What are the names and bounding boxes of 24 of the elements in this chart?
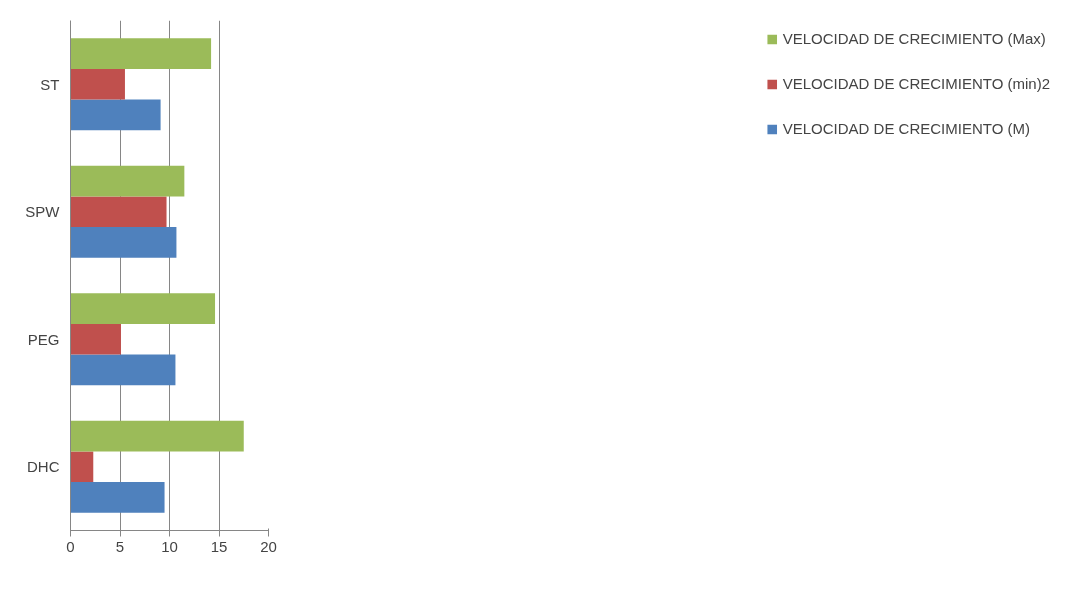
bar: [70, 38, 212, 69]
bar: [70, 68, 125, 100]
legend-label: VELOCIDAD DE CRECIMIENTO (Max): [782, 30, 1046, 47]
x-tick-label: 10: [161, 537, 178, 555]
bar: [70, 323, 121, 355]
x-tick-label: 20: [260, 537, 277, 555]
bar: [70, 293, 216, 324]
x-tick-label: 15: [210, 537, 228, 555]
bar: [70, 227, 177, 258]
bar: [70, 99, 161, 131]
legend-label: VELOCIDAD DE CRECIMIENTO (min)2: [782, 75, 1050, 92]
y-tick-label: ST: [40, 75, 60, 93]
bar: [70, 482, 165, 513]
bar: [70, 420, 244, 452]
bar: [70, 354, 176, 386]
x-tick-label: 0: [66, 537, 75, 555]
y-tick-label: DHC: [27, 458, 60, 476]
y-tick-label: PEG: [27, 330, 60, 348]
bar: [70, 165, 185, 197]
bar: [70, 196, 167, 228]
bar: [70, 451, 94, 483]
x-tick-label: 5: [115, 537, 125, 555]
y-tick-label: SPW: [25, 203, 61, 221]
legend-label: VELOCIDAD DE CRECIMIENTO (M): [782, 120, 1030, 137]
